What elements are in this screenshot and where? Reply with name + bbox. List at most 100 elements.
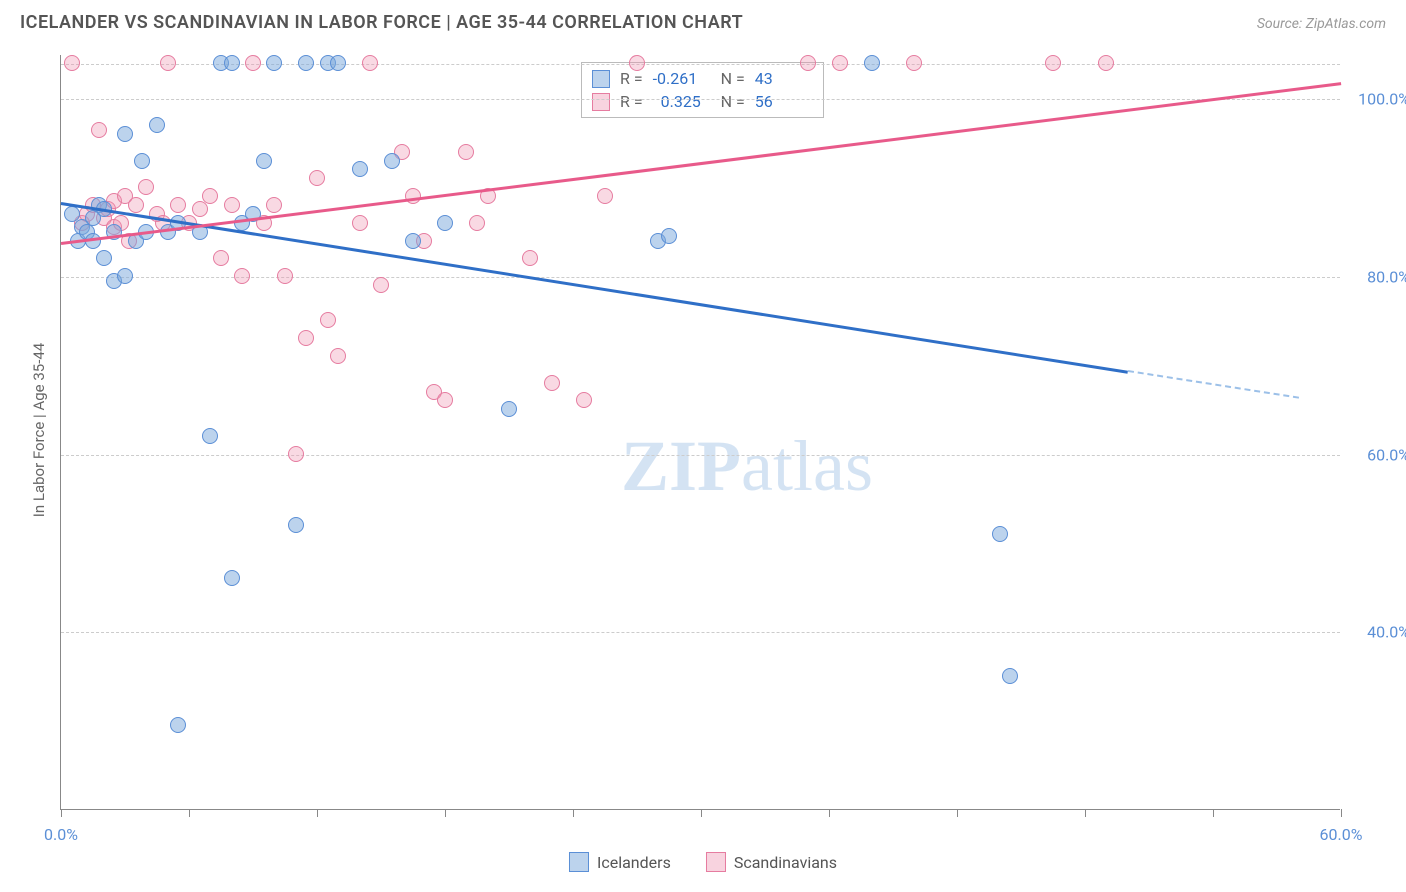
scatter-point bbox=[202, 428, 218, 444]
trend-line bbox=[1128, 370, 1299, 399]
scatter-point bbox=[91, 122, 107, 138]
scatter-point bbox=[864, 55, 880, 71]
swatch-icon bbox=[592, 93, 610, 111]
x-tick bbox=[1341, 809, 1342, 817]
x-tick bbox=[189, 809, 190, 817]
chart-header: ICELANDER VS SCANDINAVIAN IN LABOR FORCE… bbox=[0, 0, 1406, 41]
gridline bbox=[61, 632, 1340, 633]
x-tick bbox=[317, 809, 318, 817]
legend-label: Scandinavians bbox=[734, 853, 837, 872]
scatter-point bbox=[288, 517, 304, 533]
stat-r-value: 0.325 bbox=[653, 92, 711, 111]
legend-label: Icelanders bbox=[597, 853, 671, 872]
scatter-point bbox=[330, 55, 346, 71]
scatter-point bbox=[405, 233, 421, 249]
x-tick-label: 60.0% bbox=[1320, 825, 1363, 844]
scatter-point bbox=[522, 250, 538, 266]
scatter-point bbox=[64, 55, 80, 71]
source-attribution: Source: ZipAtlas.com bbox=[1257, 16, 1386, 32]
scatter-point bbox=[256, 153, 272, 169]
stat-n-value: 56 bbox=[755, 92, 813, 111]
scatter-point bbox=[288, 446, 304, 462]
x-tick bbox=[1213, 809, 1214, 817]
chart-legend: Icelanders Scandinavians bbox=[569, 852, 837, 872]
scatter-point bbox=[224, 55, 240, 71]
scatter-point bbox=[992, 526, 1008, 542]
scatter-point bbox=[298, 330, 314, 346]
y-tick-label: 80.0% bbox=[1367, 268, 1406, 287]
scatter-point bbox=[437, 215, 453, 231]
stat-r-value: -0.261 bbox=[653, 69, 711, 88]
legend-item-scandinavians: Scandinavians bbox=[706, 852, 837, 872]
swatch-icon bbox=[592, 70, 610, 88]
x-tick bbox=[573, 809, 574, 817]
x-tick bbox=[701, 809, 702, 817]
scatter-point bbox=[597, 188, 613, 204]
scatter-point bbox=[469, 215, 485, 231]
scatter-point bbox=[330, 348, 346, 364]
scatter-point bbox=[170, 717, 186, 733]
stats-row-icelanders: R = -0.261 N = 43 bbox=[592, 67, 813, 90]
scatter-point bbox=[138, 179, 154, 195]
scatter-point bbox=[1002, 668, 1018, 684]
scatter-point bbox=[352, 161, 368, 177]
scatter-point bbox=[149, 117, 165, 133]
x-tick-label: 0.0% bbox=[44, 825, 78, 844]
scatter-point bbox=[224, 570, 240, 586]
scatter-point bbox=[362, 55, 378, 71]
gridline bbox=[61, 277, 1340, 278]
y-tick-label: 100.0% bbox=[1358, 90, 1406, 109]
scatter-point bbox=[192, 201, 208, 217]
scatter-point bbox=[501, 401, 517, 417]
scatter-point bbox=[134, 153, 150, 169]
stat-label-r: R = bbox=[620, 92, 643, 111]
x-tick bbox=[829, 809, 830, 817]
scatter-point bbox=[629, 55, 645, 71]
chart-title: ICELANDER VS SCANDINAVIAN IN LABOR FORCE… bbox=[20, 12, 743, 33]
y-tick-label: 40.0% bbox=[1367, 623, 1406, 642]
scatter-point bbox=[277, 268, 293, 284]
scatter-point bbox=[117, 126, 133, 142]
scatter-plot-area: R = -0.261 N = 43 R = 0.325 N = 56 ZIPat… bbox=[60, 55, 1340, 810]
trend-line bbox=[61, 202, 1128, 373]
scatter-point bbox=[224, 197, 240, 213]
scatter-point bbox=[213, 250, 229, 266]
x-tick bbox=[61, 809, 62, 817]
scatter-point bbox=[96, 250, 112, 266]
swatch-icon bbox=[706, 852, 726, 872]
legend-item-icelanders: Icelanders bbox=[569, 852, 671, 872]
scatter-point bbox=[661, 228, 677, 244]
scatter-point bbox=[117, 268, 133, 284]
scatter-point bbox=[202, 188, 218, 204]
scatter-point bbox=[458, 144, 474, 160]
x-tick bbox=[445, 809, 446, 817]
swatch-icon bbox=[569, 852, 589, 872]
gridline bbox=[61, 99, 1340, 100]
scatter-point bbox=[170, 197, 186, 213]
stat-label-r: R = bbox=[620, 69, 643, 88]
scatter-point bbox=[245, 55, 261, 71]
scatter-point bbox=[266, 55, 282, 71]
stat-label-n: N = bbox=[721, 92, 745, 111]
scatter-point bbox=[405, 188, 421, 204]
watermark: ZIPatlas bbox=[621, 425, 873, 508]
scatter-point bbox=[128, 197, 144, 213]
scatter-point bbox=[437, 392, 453, 408]
scatter-point bbox=[373, 277, 389, 293]
scatter-point bbox=[352, 215, 368, 231]
scatter-point bbox=[320, 312, 336, 328]
scatter-point bbox=[160, 55, 176, 71]
scatter-point bbox=[576, 392, 592, 408]
scatter-point bbox=[1098, 55, 1114, 71]
x-tick bbox=[1085, 809, 1086, 817]
scatter-point bbox=[384, 153, 400, 169]
stats-row-scandinavians: R = 0.325 N = 56 bbox=[592, 90, 813, 113]
scatter-point bbox=[544, 375, 560, 391]
gridline bbox=[61, 455, 1340, 456]
scatter-point bbox=[234, 268, 250, 284]
scatter-point bbox=[800, 55, 816, 71]
scatter-point bbox=[1045, 55, 1061, 71]
x-tick bbox=[957, 809, 958, 817]
y-axis-label: In Labor Force | Age 35-44 bbox=[30, 343, 48, 517]
scatter-point bbox=[298, 55, 314, 71]
